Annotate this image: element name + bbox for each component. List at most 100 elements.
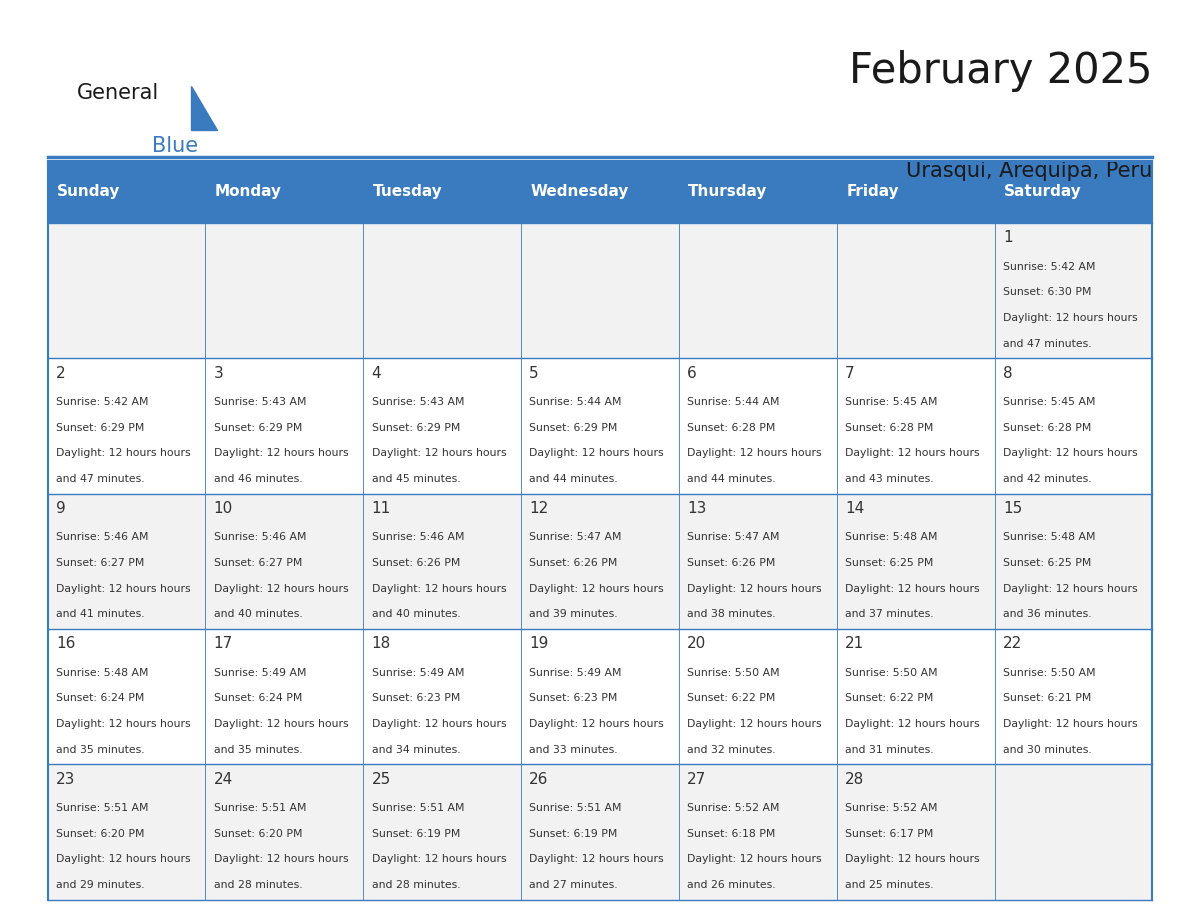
Text: Sunrise: 5:48 AM: Sunrise: 5:48 AM: [56, 667, 148, 677]
Text: Sunrise: 5:44 AM: Sunrise: 5:44 AM: [687, 397, 779, 407]
Text: 4: 4: [372, 365, 381, 381]
Text: Sunset: 6:28 PM: Sunset: 6:28 PM: [1003, 422, 1092, 432]
Text: and 28 minutes.: and 28 minutes.: [372, 880, 460, 890]
Text: Sunrise: 5:52 AM: Sunrise: 5:52 AM: [845, 803, 937, 812]
Text: Sunset: 6:30 PM: Sunset: 6:30 PM: [1003, 287, 1092, 297]
Text: Sunrise: 5:46 AM: Sunrise: 5:46 AM: [214, 532, 307, 543]
Text: Sunset: 6:21 PM: Sunset: 6:21 PM: [1003, 693, 1092, 703]
Text: Sunrise: 5:48 AM: Sunrise: 5:48 AM: [845, 532, 937, 543]
FancyBboxPatch shape: [206, 629, 364, 765]
Text: and 42 minutes.: and 42 minutes.: [1003, 474, 1092, 484]
FancyBboxPatch shape: [994, 494, 1152, 629]
Text: Sunrise: 5:52 AM: Sunrise: 5:52 AM: [687, 803, 779, 812]
Text: Sunset: 6:26 PM: Sunset: 6:26 PM: [372, 558, 460, 568]
Text: 22: 22: [1003, 636, 1022, 652]
FancyBboxPatch shape: [364, 358, 522, 494]
Text: and 29 minutes.: and 29 minutes.: [56, 880, 145, 890]
FancyBboxPatch shape: [678, 223, 836, 358]
Text: Sunday: Sunday: [57, 185, 120, 199]
Text: Tuesday: Tuesday: [373, 185, 442, 199]
FancyBboxPatch shape: [836, 765, 994, 900]
Text: and 35 minutes.: and 35 minutes.: [214, 744, 302, 755]
FancyBboxPatch shape: [836, 629, 994, 765]
Text: Sunrise: 5:49 AM: Sunrise: 5:49 AM: [214, 667, 307, 677]
Text: Saturday: Saturday: [1004, 185, 1082, 199]
FancyBboxPatch shape: [364, 494, 522, 629]
Text: Sunset: 6:17 PM: Sunset: 6:17 PM: [845, 829, 934, 838]
Text: Sunset: 6:19 PM: Sunset: 6:19 PM: [372, 829, 460, 838]
Text: 15: 15: [1003, 501, 1022, 516]
Text: and 46 minutes.: and 46 minutes.: [214, 474, 302, 484]
Text: 26: 26: [530, 772, 549, 787]
FancyBboxPatch shape: [206, 494, 364, 629]
Text: Sunset: 6:20 PM: Sunset: 6:20 PM: [214, 829, 302, 838]
Text: Sunrise: 5:51 AM: Sunrise: 5:51 AM: [214, 803, 307, 812]
Text: Daylight: 12 hours hours: Daylight: 12 hours hours: [530, 719, 664, 729]
Text: and 27 minutes.: and 27 minutes.: [530, 880, 618, 890]
FancyBboxPatch shape: [994, 358, 1152, 494]
FancyBboxPatch shape: [678, 494, 836, 629]
Text: and 31 minutes.: and 31 minutes.: [845, 744, 934, 755]
Text: Daylight: 12 hours hours: Daylight: 12 hours hours: [214, 855, 348, 864]
Text: 10: 10: [214, 501, 233, 516]
Text: 17: 17: [214, 636, 233, 652]
FancyBboxPatch shape: [522, 765, 678, 900]
Text: and 36 minutes.: and 36 minutes.: [1003, 610, 1092, 620]
FancyBboxPatch shape: [522, 629, 678, 765]
Text: 28: 28: [845, 772, 864, 787]
Text: and 44 minutes.: and 44 minutes.: [687, 474, 776, 484]
FancyBboxPatch shape: [206, 223, 364, 358]
Text: Sunrise: 5:46 AM: Sunrise: 5:46 AM: [56, 532, 148, 543]
Text: and 38 minutes.: and 38 minutes.: [687, 610, 776, 620]
Polygon shape: [191, 86, 217, 130]
Text: Sunset: 6:24 PM: Sunset: 6:24 PM: [214, 693, 302, 703]
Text: 14: 14: [845, 501, 864, 516]
FancyBboxPatch shape: [48, 358, 206, 494]
FancyBboxPatch shape: [678, 629, 836, 765]
Text: 3: 3: [214, 365, 223, 381]
Text: 20: 20: [687, 636, 707, 652]
Text: Sunset: 6:26 PM: Sunset: 6:26 PM: [530, 558, 618, 568]
FancyBboxPatch shape: [994, 765, 1152, 900]
Text: Sunset: 6:27 PM: Sunset: 6:27 PM: [214, 558, 302, 568]
Text: Daylight: 12 hours hours: Daylight: 12 hours hours: [845, 448, 980, 458]
Text: 8: 8: [1003, 365, 1012, 381]
Text: 2: 2: [56, 365, 65, 381]
FancyBboxPatch shape: [206, 358, 364, 494]
Text: 11: 11: [372, 501, 391, 516]
FancyBboxPatch shape: [364, 629, 522, 765]
Text: Sunset: 6:28 PM: Sunset: 6:28 PM: [845, 422, 934, 432]
Text: Sunset: 6:29 PM: Sunset: 6:29 PM: [214, 422, 302, 432]
Text: Daylight: 12 hours hours: Daylight: 12 hours hours: [56, 584, 190, 594]
Text: Sunrise: 5:47 AM: Sunrise: 5:47 AM: [687, 532, 779, 543]
Text: Daylight: 12 hours hours: Daylight: 12 hours hours: [1003, 313, 1137, 323]
Text: Daylight: 12 hours hours: Daylight: 12 hours hours: [687, 719, 822, 729]
FancyBboxPatch shape: [836, 358, 994, 494]
Text: Daylight: 12 hours hours: Daylight: 12 hours hours: [845, 855, 980, 864]
Text: Wednesday: Wednesday: [531, 185, 628, 199]
Text: and 37 minutes.: and 37 minutes.: [845, 610, 934, 620]
Text: and 28 minutes.: and 28 minutes.: [214, 880, 302, 890]
Text: Sunset: 6:29 PM: Sunset: 6:29 PM: [56, 422, 144, 432]
Text: and 32 minutes.: and 32 minutes.: [687, 744, 776, 755]
Text: Daylight: 12 hours hours: Daylight: 12 hours hours: [56, 448, 190, 458]
Text: and 30 minutes.: and 30 minutes.: [1003, 744, 1092, 755]
Text: Sunset: 6:18 PM: Sunset: 6:18 PM: [687, 829, 776, 838]
Text: Daylight: 12 hours hours: Daylight: 12 hours hours: [530, 448, 664, 458]
Text: Sunrise: 5:51 AM: Sunrise: 5:51 AM: [372, 803, 465, 812]
Text: Sunset: 6:29 PM: Sunset: 6:29 PM: [530, 422, 618, 432]
Text: Sunrise: 5:42 AM: Sunrise: 5:42 AM: [1003, 262, 1095, 272]
Text: Daylight: 12 hours hours: Daylight: 12 hours hours: [372, 448, 506, 458]
Text: Sunrise: 5:48 AM: Sunrise: 5:48 AM: [1003, 532, 1095, 543]
Text: Daylight: 12 hours hours: Daylight: 12 hours hours: [687, 855, 822, 864]
FancyBboxPatch shape: [48, 629, 206, 765]
FancyBboxPatch shape: [364, 223, 522, 358]
Text: 27: 27: [687, 772, 707, 787]
FancyBboxPatch shape: [678, 358, 836, 494]
Text: 5: 5: [530, 365, 539, 381]
Text: Urasqui, Arequipa, Peru: Urasqui, Arequipa, Peru: [906, 161, 1152, 181]
FancyBboxPatch shape: [206, 765, 364, 900]
FancyBboxPatch shape: [364, 765, 522, 900]
Text: and 35 minutes.: and 35 minutes.: [56, 744, 145, 755]
Text: Daylight: 12 hours hours: Daylight: 12 hours hours: [530, 584, 664, 594]
